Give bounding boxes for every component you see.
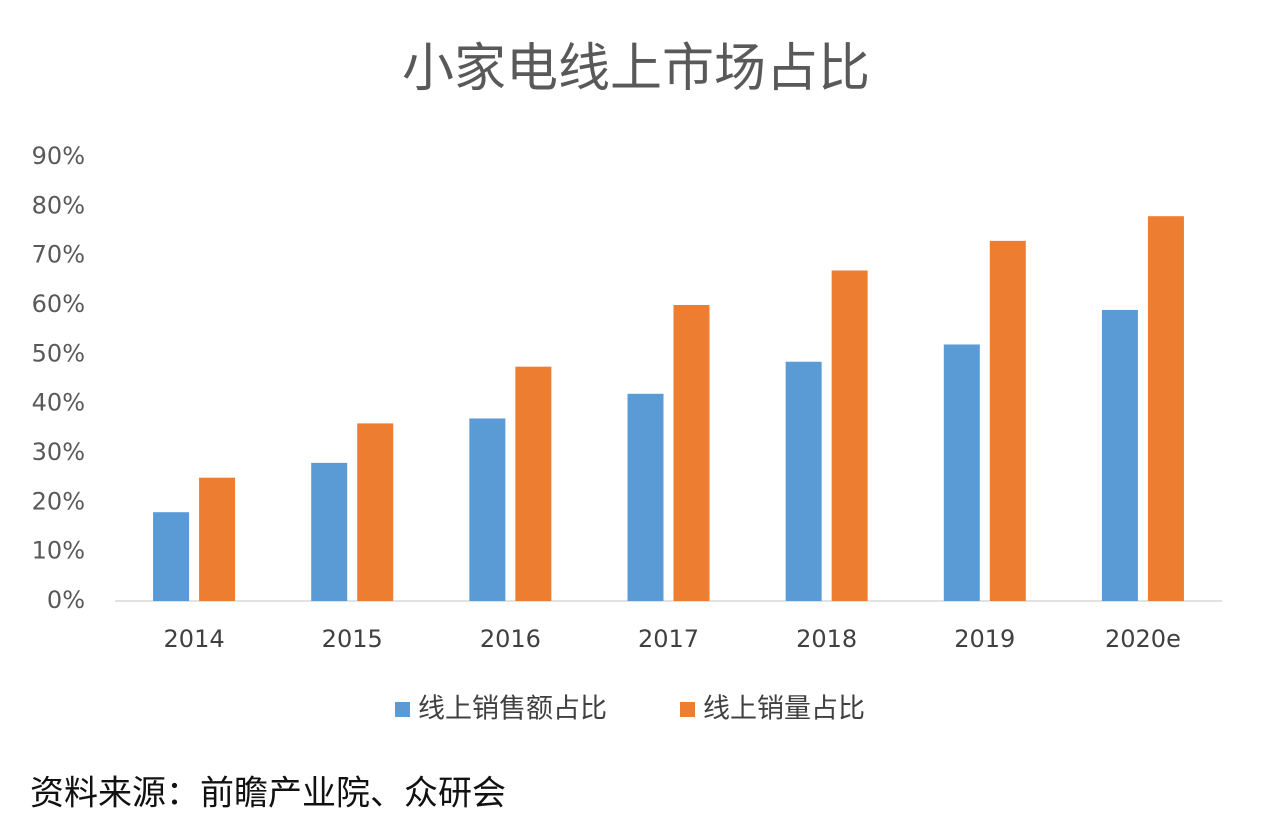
bar <box>1101 309 1138 601</box>
x-tick-label: 2015 <box>322 625 383 653</box>
bar <box>831 270 868 601</box>
legend-swatch <box>680 702 695 717</box>
legend-swatch <box>395 702 410 717</box>
bar <box>357 423 394 601</box>
bar <box>1147 216 1184 601</box>
bar <box>311 462 348 601</box>
y-tick-label: 70% <box>32 241 85 269</box>
legend-label: 线上销售额占比 <box>418 694 607 725</box>
bar <box>989 240 1026 601</box>
y-tick-label: 90% <box>32 142 85 170</box>
bar <box>153 512 190 601</box>
x-tick-label: 2014 <box>164 625 225 653</box>
x-tick-label: 2018 <box>796 625 857 653</box>
bar <box>943 344 980 601</box>
x-tick-label: 2016 <box>480 625 541 653</box>
bar <box>785 361 822 601</box>
y-tick-label: 50% <box>32 339 85 367</box>
y-tick-label: 60% <box>32 290 85 318</box>
y-tick-label: 40% <box>32 389 85 417</box>
x-tick-label: 2019 <box>954 625 1015 653</box>
bar <box>199 477 236 601</box>
y-tick-label: 10% <box>32 537 85 565</box>
bar <box>627 393 664 601</box>
bar <box>469 418 506 601</box>
legend-label: 线上销量占比 <box>703 694 865 725</box>
x-tick-label: 2020e <box>1105 625 1181 653</box>
bar <box>673 305 710 601</box>
y-tick-label: 20% <box>32 487 85 515</box>
x-tick-label: 2017 <box>638 625 699 653</box>
chart-title: 小家电线上市场占比 <box>402 39 870 99</box>
y-tick-label: 30% <box>32 438 85 466</box>
y-tick-label: 80% <box>32 191 85 219</box>
bar <box>515 366 552 601</box>
y-tick-label: 0% <box>47 586 85 614</box>
source-note: 资料来源：前瞻产业院、众研会 <box>30 774 506 814</box>
